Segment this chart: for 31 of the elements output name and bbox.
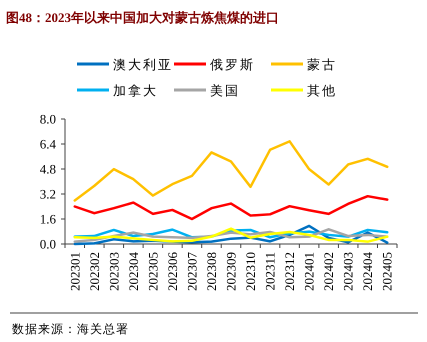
- y-tick-label: 8.0: [40, 112, 56, 126]
- legend-label: 俄罗斯: [210, 57, 255, 72]
- x-tick-label: 202301: [67, 252, 82, 291]
- x-tick-label: 202403: [340, 252, 356, 291]
- legend-label: 蒙古: [307, 57, 337, 72]
- y-tick-label: 1.6: [40, 212, 56, 226]
- x-tick-label: 202404: [360, 252, 376, 291]
- x-tick-label: 202311: [262, 252, 278, 291]
- y-tick-label: 4.8: [40, 162, 56, 176]
- y-tick-label: 0.0: [40, 236, 56, 252]
- x-tick-label: 202302: [86, 252, 102, 291]
- x-tick-label: 202309: [224, 252, 238, 291]
- legend-label: 加拿大: [113, 83, 158, 98]
- x-tick-label: 202305: [145, 252, 160, 291]
- x-tick-label: 202306: [164, 252, 180, 291]
- source-note: 数据来源：海关总署: [12, 322, 129, 336]
- x-tick-label: 202304: [126, 252, 141, 291]
- x-tick-label: 202308: [204, 252, 219, 291]
- legend-label: 澳大利亚: [113, 57, 173, 72]
- x-tick-label: 202405: [380, 252, 395, 291]
- x-tick-label: 202310: [243, 252, 258, 291]
- x-tick-label: 202307: [184, 252, 200, 291]
- chart-title: 图48：2023年以来中国加大对蒙古炼焦煤的进口: [6, 10, 279, 25]
- x-tick-label: 202402: [321, 252, 336, 291]
- y-tick-label: 3.2: [40, 186, 56, 202]
- y-tick-label: 6.4: [40, 136, 56, 152]
- x-tick-label: 202303: [106, 252, 122, 291]
- legend-label: 其他: [307, 83, 337, 98]
- x-tick-label: 202312: [282, 252, 298, 291]
- legend-label: 美国: [210, 83, 240, 98]
- x-tick-label: 202401: [302, 252, 317, 291]
